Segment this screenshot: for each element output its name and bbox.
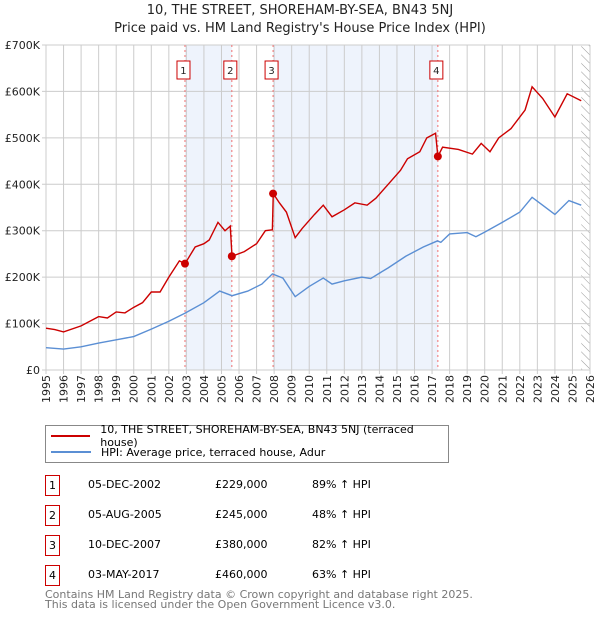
x-tick-label: 1999	[110, 375, 123, 403]
sale-date: 05-DEC-2002	[88, 478, 162, 491]
x-tick-label: 2010	[303, 375, 316, 403]
chart-subtitle: Price paid vs. HM Land Registry's House …	[114, 21, 486, 36]
sale-point	[269, 189, 278, 198]
legend-item-hpi: HPI: Average price, terraced house, Adur	[51, 445, 325, 459]
x-tick-label: 2017	[426, 375, 439, 403]
x-tick-label: 2016	[409, 375, 422, 403]
sale-price: £245,000	[215, 508, 268, 521]
x-tick-label: 1996	[58, 375, 71, 403]
y-tick-label: £400K	[5, 178, 41, 191]
sale-label-box	[176, 60, 191, 80]
x-tick-label: 2002	[163, 375, 176, 403]
sale-label-box	[429, 60, 444, 80]
x-tick-label: 2014	[373, 375, 386, 403]
x-tick-label: 2021	[496, 375, 509, 403]
sale-price: £460,000	[215, 568, 268, 581]
x-tick-label: 2011	[321, 375, 334, 403]
y-tick-label: £300K	[5, 225, 41, 238]
x-tick-label: 2005	[215, 375, 228, 403]
sale-hpi-diff: 89% ↑ HPI	[312, 478, 371, 491]
sale-label-box	[223, 60, 238, 80]
x-tick-label: 2023	[531, 375, 544, 403]
x-tick-label: 2012	[338, 375, 351, 403]
x-tick-label: 2018	[444, 375, 457, 403]
y-tick-label: £200K	[5, 271, 41, 284]
sale-number-badge: 3	[45, 535, 60, 556]
x-tick-label: 2020	[479, 375, 492, 403]
sale-point	[227, 252, 236, 261]
y-tick-label: £700K	[5, 39, 41, 52]
sale-price: £229,000	[215, 478, 268, 491]
legend: 10, THE STREET, SHOREHAM-BY-SEA, BN43 5N…	[45, 423, 449, 463]
sale-date: 05-AUG-2005	[88, 508, 162, 521]
sale-label: 1	[180, 66, 186, 77]
sale-price: £380,000	[215, 538, 268, 551]
y-tick-label: £0	[26, 364, 40, 377]
sale-label: 4	[433, 66, 439, 77]
footer-line-1: Contains HM Land Registry data © Crown c…	[45, 588, 473, 601]
x-tick-label: 2013	[356, 375, 369, 403]
sale-label: 2	[227, 66, 233, 77]
shaded-period	[273, 45, 438, 370]
x-tick-label: 2000	[128, 375, 141, 403]
forecast-hatch	[581, 45, 590, 370]
chart-title: 10, THE STREET, SHOREHAM-BY-SEA, BN43 5N…	[146, 3, 454, 18]
x-tick-label: 2004	[198, 375, 211, 403]
footer-line-2: This data is licensed under the Open Gov…	[45, 598, 396, 611]
sale-hpi-diff: 82% ↑ HPI	[312, 538, 371, 551]
sale-label-box	[264, 60, 279, 80]
x-tick-label: 2026	[584, 375, 597, 403]
sale-point	[433, 152, 442, 161]
legend-label: HPI: Average price, terraced house, Adur	[101, 445, 326, 459]
x-tick-label: 2015	[391, 375, 404, 403]
chart: 1995 1996 1997 1998 1999 2000 2001 2002 2003 2004…	[5, 39, 597, 403]
x-tick-label: 2008	[268, 375, 281, 403]
x-tick-label: 2025	[566, 375, 579, 403]
series-line	[45, 85, 582, 333]
x-tick-label: 2003	[180, 375, 193, 403]
x-tick-label: 2001	[145, 375, 158, 403]
sale-hpi-diff: 48% ↑ HPI	[312, 508, 371, 521]
y-tick-label: £100K	[5, 318, 41, 331]
sale-point	[180, 259, 189, 268]
sale-label: 3	[268, 66, 274, 77]
y-tick-label: £500K	[5, 132, 41, 145]
x-tick-label: 1998	[93, 375, 106, 403]
legend-item-property: 10, THE STREET, SHOREHAM-BY-SEA, BN43 5N…	[51, 423, 448, 449]
legend-label: 10, THE STREET, SHOREHAM-BY-SEA, BN43 5N…	[100, 423, 414, 449]
x-tick-label: 1997	[75, 375, 88, 403]
series-line	[45, 196, 582, 350]
sale-date: 03-MAY-2017	[88, 568, 160, 581]
x-tick-label: 1995	[40, 375, 53, 403]
sale-hpi-diff: 63% ↑ HPI	[312, 568, 371, 581]
x-tick-label: 2022	[514, 375, 527, 403]
y-tick-label: £600K	[5, 85, 41, 98]
sale-number-badge: 1	[45, 475, 60, 496]
shaded-period	[184, 45, 232, 370]
x-tick-label: 2019	[461, 375, 474, 403]
sale-date: 10-DEC-2007	[88, 538, 162, 551]
x-tick-label: 2006	[233, 375, 246, 403]
x-tick-label: 2009	[286, 375, 299, 403]
x-tick-label: 2007	[251, 375, 264, 403]
sale-number-badge: 4	[45, 565, 60, 586]
x-tick-label: 2024	[549, 375, 562, 403]
sale-number-badge: 2	[45, 505, 60, 526]
